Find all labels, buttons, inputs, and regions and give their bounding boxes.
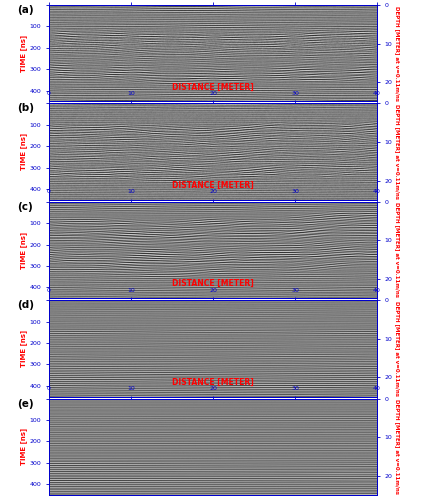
Text: (a): (a) [17, 5, 34, 15]
X-axis label: DISTANCE [METER]: DISTANCE [METER] [172, 82, 254, 92]
Y-axis label: DEPTH [METER] at v=0.11m/ns: DEPTH [METER] at v=0.11m/ns [395, 6, 400, 100]
Text: (b): (b) [17, 104, 34, 114]
Y-axis label: TIME [ns]: TIME [ns] [20, 330, 27, 367]
Y-axis label: DEPTH [METER] at v=0.11m/ns: DEPTH [METER] at v=0.11m/ns [395, 202, 400, 298]
X-axis label: DISTANCE [METER]: DISTANCE [METER] [172, 181, 254, 190]
Y-axis label: DEPTH [METER] at v=0.11m/ns: DEPTH [METER] at v=0.11m/ns [395, 301, 400, 396]
Text: (c): (c) [17, 202, 33, 212]
Y-axis label: DEPTH [METER] at v=0.11m/ns: DEPTH [METER] at v=0.11m/ns [395, 400, 400, 494]
Y-axis label: TIME [ns]: TIME [ns] [20, 34, 27, 72]
X-axis label: DISTANCE [METER]: DISTANCE [METER] [172, 378, 254, 386]
X-axis label: DISTANCE [METER]: DISTANCE [METER] [172, 279, 254, 288]
Text: (e): (e) [17, 398, 34, 408]
Y-axis label: TIME [ns]: TIME [ns] [20, 232, 27, 268]
Y-axis label: TIME [ns]: TIME [ns] [20, 428, 27, 466]
Y-axis label: TIME [ns]: TIME [ns] [20, 133, 27, 170]
Y-axis label: DEPTH [METER] at v=0.11m/ns: DEPTH [METER] at v=0.11m/ns [395, 104, 400, 199]
Text: (d): (d) [17, 300, 34, 310]
